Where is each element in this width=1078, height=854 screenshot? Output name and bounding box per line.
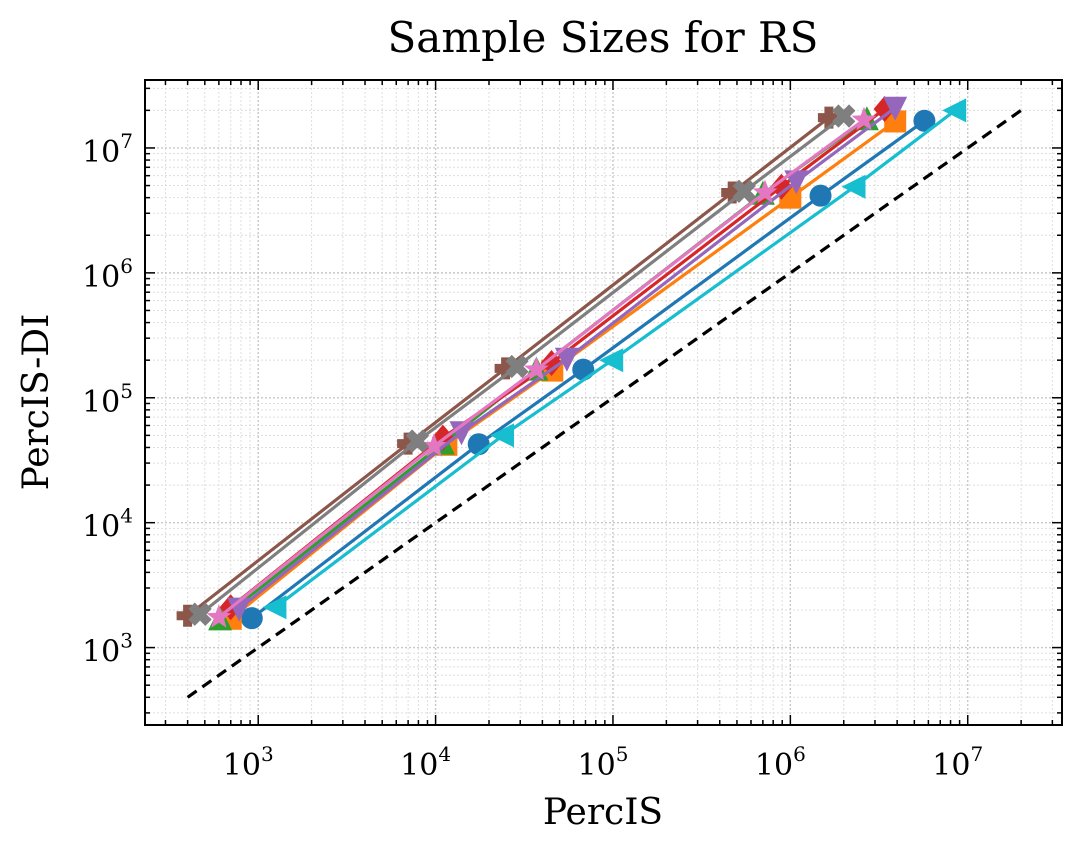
data-point-shape: [732, 179, 756, 203]
series-1: [219, 110, 907, 630]
data-point: [832, 104, 856, 128]
x-tick-exponent: 5: [616, 742, 629, 766]
y-tick-exponent: 6: [120, 254, 133, 278]
data-point-shape: [832, 104, 856, 128]
data-point: [405, 429, 430, 453]
y-axis-label: PercIS-DI: [16, 314, 57, 491]
data-point: [262, 595, 287, 620]
data-point: [449, 421, 474, 446]
data-point: [784, 170, 809, 195]
series-7: [188, 104, 856, 626]
series-0: [240, 109, 936, 630]
reference-line: [186, 109, 1023, 699]
y-tick-label: 104: [82, 504, 133, 545]
data-point: [421, 433, 447, 457]
y-tick-exponent: 4: [120, 504, 133, 528]
x-tick-base: 10: [223, 748, 261, 783]
data-point: [494, 357, 517, 380]
series-4: [227, 96, 908, 622]
y-tick-label: 107: [82, 129, 133, 170]
axes: [144, 79, 1063, 726]
y-tick-label: 103: [82, 629, 133, 670]
y-tick-label: 105: [82, 379, 133, 420]
series-6: [206, 106, 877, 628]
plot-frame: [144, 79, 1063, 726]
x-tick-exponent: 4: [438, 742, 451, 766]
data-point-shape: [405, 429, 430, 453]
x-tick-base: 10: [932, 748, 970, 783]
y-tick-exponent: 7: [120, 129, 133, 153]
y-tick-base: 10: [82, 260, 120, 295]
series-8: [262, 98, 967, 620]
y-tick-base: 10: [82, 135, 120, 170]
data-point: [176, 604, 199, 627]
data-point: [505, 354, 529, 379]
data-point: [554, 347, 579, 372]
data-point: [188, 602, 212, 626]
x-tick-label: 106: [755, 742, 806, 783]
data-point-shape: [188, 602, 212, 626]
x-tick-exponent: 3: [261, 742, 274, 766]
plot-area: [176, 96, 1023, 699]
data-point: [732, 179, 756, 203]
data-point: [572, 358, 595, 381]
x-tick-base: 10: [578, 748, 616, 783]
x-tick-base: 10: [755, 748, 793, 783]
data-point-shape: [505, 354, 529, 379]
data-point: [913, 109, 936, 132]
data-point: [841, 174, 866, 199]
data-point: [524, 356, 549, 381]
data-point: [770, 173, 793, 200]
data-point: [490, 423, 514, 448]
x-axis-label: PercIS: [543, 792, 663, 833]
y-tick-base: 10: [82, 635, 120, 670]
data-point: [599, 348, 624, 373]
data-point: [851, 106, 877, 131]
chart-title: Sample Sizes for RS: [388, 13, 819, 62]
x-tick-label: 103: [223, 742, 274, 783]
y-tick-base: 10: [82, 510, 120, 545]
x-tick-label: 105: [578, 742, 629, 783]
data-point: [240, 607, 263, 630]
data-point: [809, 184, 832, 207]
data-point: [397, 432, 420, 455]
data-point: [721, 181, 744, 204]
x-tick-exponent: 7: [970, 742, 983, 766]
data-point: [817, 106, 840, 129]
series-5: [176, 106, 840, 627]
y-tick-exponent: 5: [120, 379, 133, 403]
data-point: [227, 597, 252, 622]
data-point: [206, 604, 232, 628]
y-tick-base: 10: [82, 385, 120, 420]
x-tick-label: 107: [932, 742, 983, 783]
data-point: [883, 96, 908, 121]
data-point: [752, 179, 778, 203]
data-point: [942, 98, 967, 123]
y-tick-label: 106: [82, 254, 133, 295]
data-point: [540, 350, 563, 376]
x-tick-label: 104: [400, 742, 451, 783]
y-tick-exponent: 3: [120, 629, 133, 653]
x-tick-exponent: 6: [793, 742, 806, 766]
x-tick-base: 10: [400, 748, 438, 783]
